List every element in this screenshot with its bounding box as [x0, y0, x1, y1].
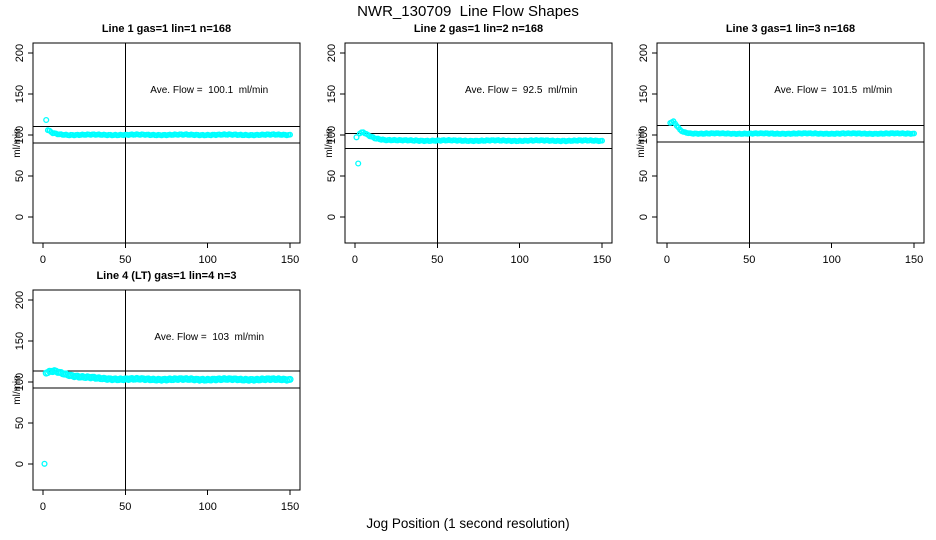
ave-flow-annotation: Ave. Flow = 103 ml/min: [154, 332, 265, 343]
panel-title: Line 4 (LT) gas=1 lin=4 n=3: [96, 270, 237, 282]
x-axis-label: Jog Position (1 second resolution): [366, 516, 570, 531]
y-axis-label: ml/min: [12, 128, 23, 158]
plot-box: [32, 289, 301, 491]
x-tick-label: 50: [119, 254, 132, 266]
y-tick-label: 0: [326, 213, 338, 220]
x-tick-label: 0: [663, 254, 670, 266]
x-tick-label: 50: [431, 254, 444, 266]
x-tick-label: 0: [39, 501, 46, 513]
y-axis-label: ml/min: [12, 375, 23, 405]
data-points: [353, 129, 605, 167]
outlier-point: [355, 160, 362, 167]
y-tick-label: 150: [638, 84, 650, 103]
plot-box: [656, 42, 925, 244]
data-points: [43, 116, 293, 139]
data-points: [667, 118, 917, 138]
y-axis-label: ml/min: [636, 128, 647, 158]
outlier-point: [41, 460, 48, 467]
y-tick-label: 150: [14, 84, 26, 103]
ave-flow-annotation: Ave. Flow = 100.1 ml/min: [150, 85, 269, 96]
x-tick-label: 150: [592, 254, 612, 266]
x-tick-label: 100: [822, 254, 841, 266]
outlier-point: [353, 134, 360, 141]
x-tick-label: 0: [39, 254, 46, 266]
panel-4: [28, 289, 301, 495]
y-tick-label: 0: [14, 213, 26, 220]
y-tick-label: 0: [638, 213, 650, 220]
panel-title: Line 2 gas=1 lin=2 n=168: [413, 23, 544, 35]
data-points: [41, 367, 294, 467]
y-axis-label: ml/min: [324, 128, 335, 158]
y-tick-label: 200: [14, 43, 26, 63]
y-tick-label: 150: [326, 84, 338, 103]
y-tick-label: 150: [14, 331, 26, 350]
ave-flow-annotation: Ave. Flow = 92.5 ml/min: [465, 85, 578, 96]
panel-2: [340, 42, 613, 248]
outlier-point: [43, 116, 50, 124]
x-tick-label: 50: [119, 501, 132, 513]
x-tick-label: 0: [351, 254, 358, 266]
panel-3: [652, 42, 925, 248]
x-tick-label: 100: [510, 254, 529, 266]
y-tick-label: 200: [14, 290, 26, 310]
x-tick-label: 100: [198, 501, 217, 513]
panel-1: [28, 42, 301, 248]
x-tick-label: 150: [280, 254, 300, 266]
y-tick-label: 200: [638, 43, 650, 63]
ave-flow-annotation: Ave. Flow = 101.5 ml/min: [774, 85, 893, 96]
x-tick-label: 50: [743, 254, 756, 266]
panel-title: Line 1 gas=1 lin=1 n=168: [101, 23, 232, 35]
y-tick-label: 0: [14, 460, 26, 467]
plot-box: [32, 42, 301, 244]
x-tick-label: 150: [904, 254, 924, 266]
y-tick-label: 200: [326, 43, 338, 63]
x-tick-label: 100: [198, 254, 217, 266]
x-tick-label: 150: [280, 501, 300, 513]
figure-title: NWR_130709 Line Flow Shapes: [357, 3, 579, 20]
panel-title: Line 3 gas=1 lin=3 n=168: [725, 23, 856, 35]
plot-box: [344, 42, 613, 244]
